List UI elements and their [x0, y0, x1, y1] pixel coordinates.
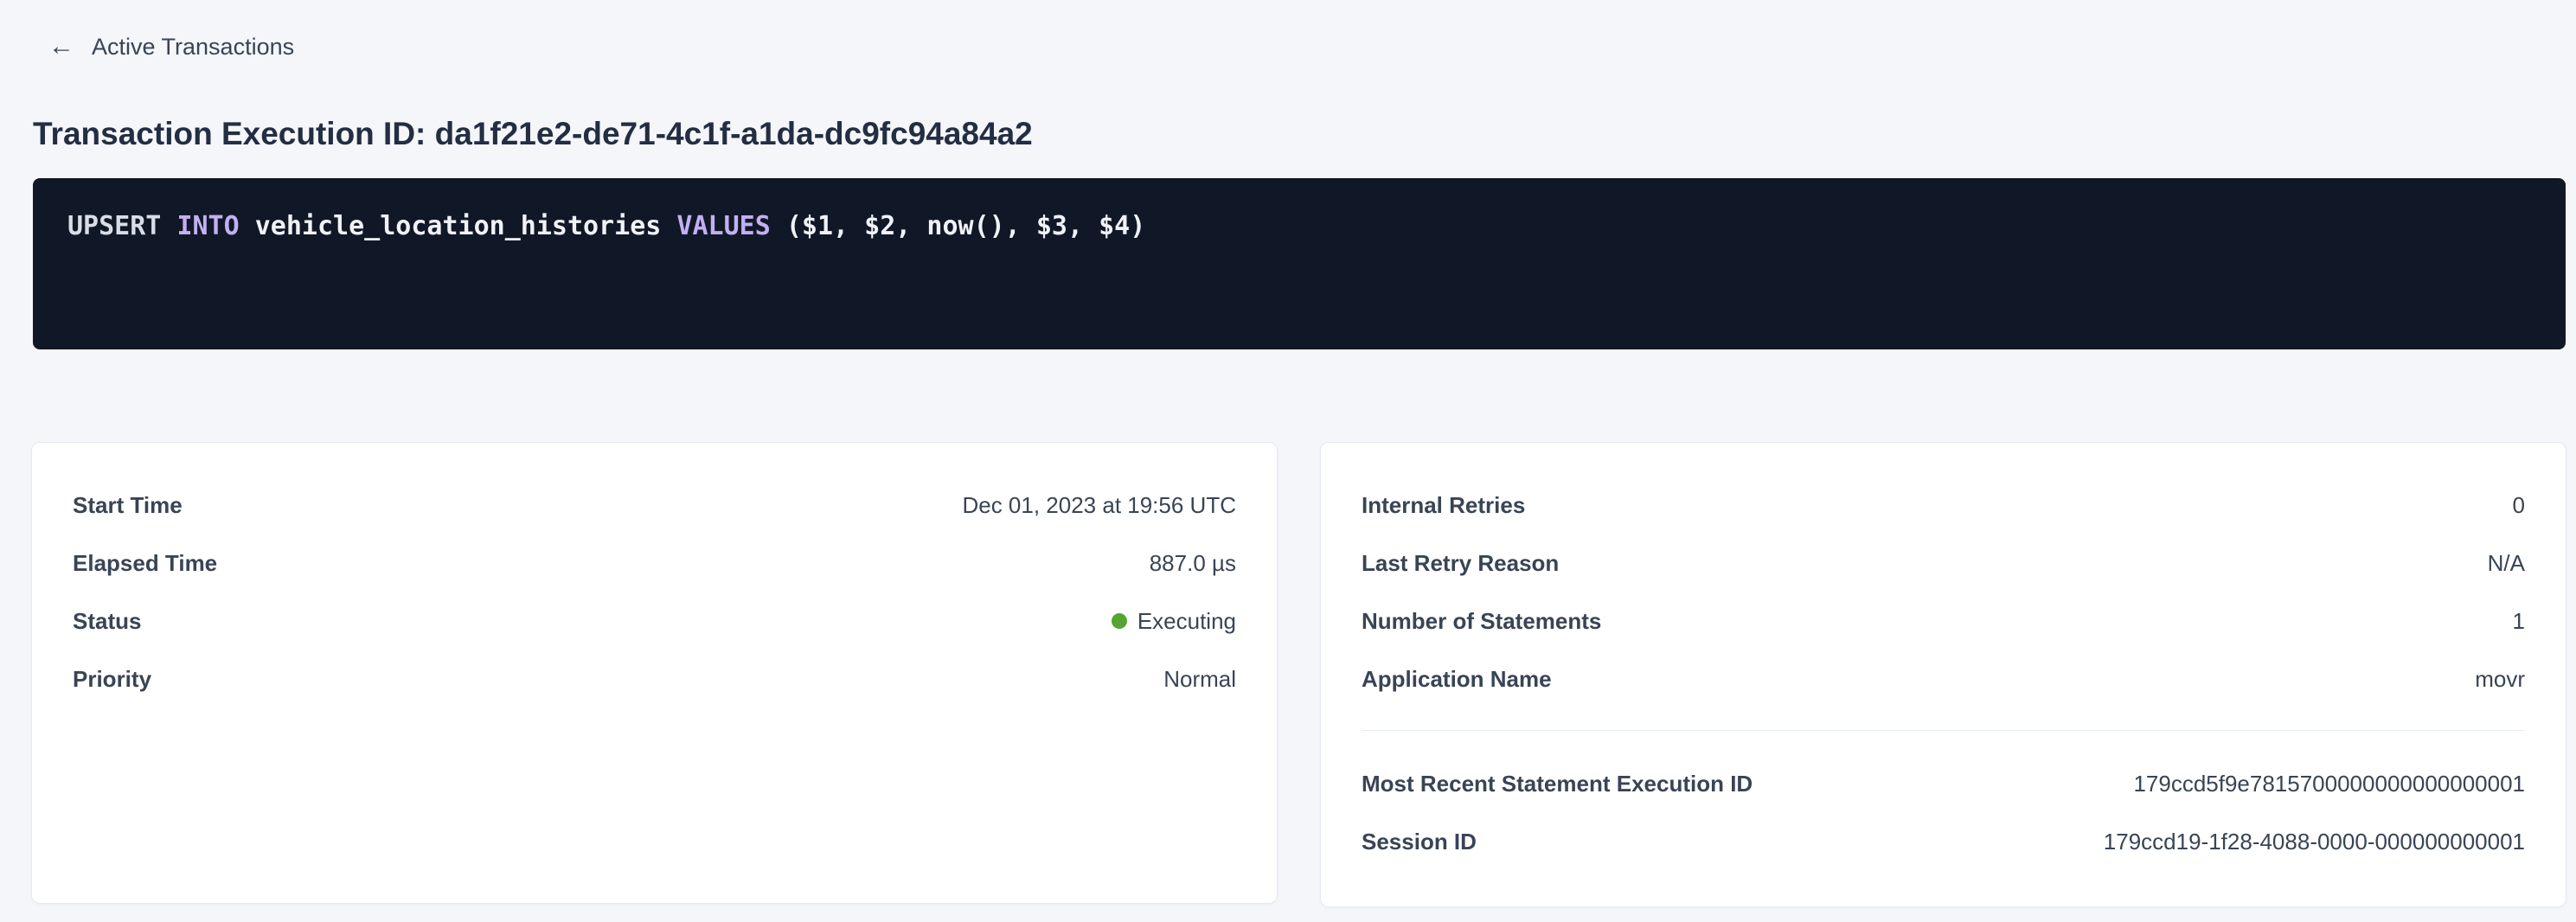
row-label: Internal Retries — [1362, 491, 1526, 518]
detail-row-start-time: Start Time Dec 01, 2023 at 19:56 UTC — [73, 488, 1236, 522]
row-value: 1 — [2512, 607, 2525, 634]
row-value: Dec 01, 2023 at 19:56 UTC — [962, 491, 1236, 518]
card-divider — [1362, 730, 2525, 731]
detail-row-number-of-statements: Number of Statements 1 — [1362, 604, 2525, 638]
row-label: Start Time — [73, 491, 183, 518]
row-value: Normal — [1163, 665, 1236, 692]
row-label: Elapsed Time — [73, 549, 218, 576]
back-to-active-transactions-link[interactable]: ← Active Transactions — [48, 29, 294, 64]
page-title: Transaction Execution ID: da1f21e2-de71-… — [33, 116, 1033, 151]
detail-row-session-id: Session ID 179ccd19-1f28-4088-0000-00000… — [1362, 824, 2525, 859]
detail-row-application-name: Application Name movr — [1362, 662, 2525, 696]
sql-token: VALUES — [676, 211, 786, 241]
sql-token: UPSERT — [67, 211, 177, 241]
row-label: Number of Statements — [1362, 607, 1602, 634]
status-dot-icon — [1111, 613, 1127, 629]
session-id-link[interactable]: 179ccd19-1f28-4088-0000-000000000001 — [2103, 828, 2525, 855]
summary-cards: Start Time Dec 01, 2023 at 19:56 UTC Ela… — [31, 442, 2566, 907]
sql-token: vehicle_location_histories — [254, 211, 677, 241]
row-value: 0 — [2512, 491, 2525, 518]
left-arrow-icon: ← — [48, 32, 74, 61]
transaction-details-card: Start Time Dec 01, 2023 at 19:56 UTC Ela… — [31, 442, 1278, 904]
row-value: N/A — [2487, 549, 2525, 576]
transaction-metadata-card: Internal Retries 0 Last Retry Reason N/A… — [1320, 442, 2566, 907]
back-link-label: Active Transactions — [92, 34, 295, 60]
detail-row-elapsed-time: Elapsed Time 887.0 µs — [73, 546, 1236, 580]
statement-execution-id-link[interactable]: 179ccd5f9e7815700000000000000001 — [2133, 770, 2525, 797]
row-label: Last Retry Reason — [1362, 549, 1560, 576]
row-label: Most Recent Statement Execution ID — [1362, 770, 1753, 797]
row-label: Session ID — [1362, 828, 1477, 855]
detail-row-priority: Priority Normal — [73, 662, 1236, 696]
detail-row-status: Status Executing — [73, 604, 1236, 638]
detail-row-last-retry-reason: Last Retry Reason N/A — [1362, 546, 2525, 580]
row-value: 887.0 µs — [1149, 549, 1236, 576]
status-text: Executing — [1137, 607, 1236, 634]
row-label: Priority — [73, 665, 152, 692]
row-value: movr — [2475, 665, 2525, 692]
sql-token: ($1, $2, now(), $3, $4) — [785, 211, 1146, 241]
row-label: Application Name — [1362, 665, 1552, 692]
sql-token: INTO — [176, 211, 255, 241]
row-label: Status — [73, 607, 142, 634]
status-badge: Executing — [1111, 607, 1236, 635]
detail-row-internal-retries: Internal Retries 0 — [1362, 488, 2525, 522]
sql-statement-box: UPSERT INTO vehicle_location_histories V… — [33, 178, 2566, 349]
detail-row-most-recent-statement-execution-id: Most Recent Statement Execution ID 179cc… — [1362, 766, 2525, 801]
